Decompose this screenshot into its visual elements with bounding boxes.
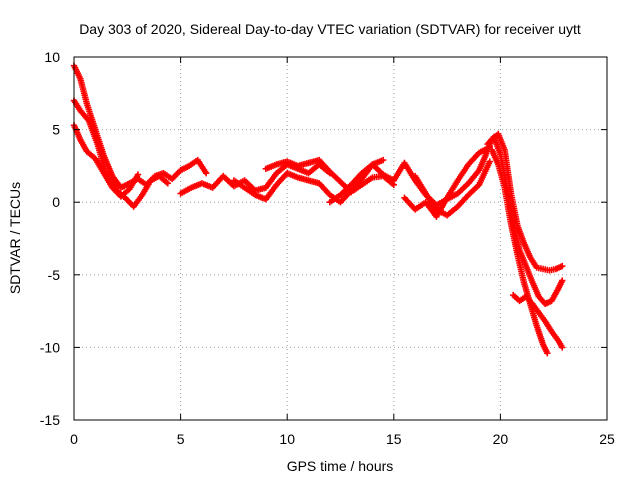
y-tick-label: -5 bbox=[48, 267, 61, 283]
x-tick-label: 15 bbox=[386, 431, 402, 447]
plot-frame bbox=[73, 56, 608, 421]
axis-ticks: 0 5 10 15 20 25 -15 -10 -5 0 5 10 bbox=[40, 49, 615, 447]
x-tick-label: 10 bbox=[279, 431, 295, 447]
x-tick-label: 5 bbox=[177, 431, 185, 447]
data-series bbox=[70, 62, 566, 357]
x-tick-label: 20 bbox=[493, 431, 509, 447]
data-point bbox=[486, 158, 493, 165]
data-point bbox=[559, 277, 566, 284]
data-point bbox=[544, 350, 551, 357]
y-tick-label: -15 bbox=[40, 412, 60, 428]
data-point bbox=[202, 169, 210, 177]
x-tick-label: 25 bbox=[599, 431, 615, 447]
x-axis-title: GPS time / hours bbox=[287, 458, 394, 474]
y-tick-label: 10 bbox=[44, 49, 60, 65]
series-track bbox=[262, 156, 397, 196]
series-track bbox=[488, 146, 551, 357]
chart-title: Day 303 of 2020, Sidereal Day-to-day VTE… bbox=[79, 21, 581, 37]
grid-lines bbox=[74, 57, 607, 420]
y-axis-title: SDTVAR / TECUs bbox=[7, 182, 23, 294]
y-tick-label: -10 bbox=[40, 339, 60, 355]
data-point bbox=[164, 180, 172, 187]
data-point bbox=[134, 171, 142, 178]
y-tick-label: 0 bbox=[52, 194, 60, 210]
series-track bbox=[411, 158, 493, 219]
data-point bbox=[379, 156, 387, 164]
data-point bbox=[559, 344, 566, 351]
y-tick-label: 5 bbox=[52, 122, 60, 138]
series-track bbox=[509, 291, 566, 351]
series-track bbox=[70, 122, 142, 200]
data-point bbox=[559, 262, 566, 270]
x-tick-label: 0 bbox=[70, 431, 78, 447]
